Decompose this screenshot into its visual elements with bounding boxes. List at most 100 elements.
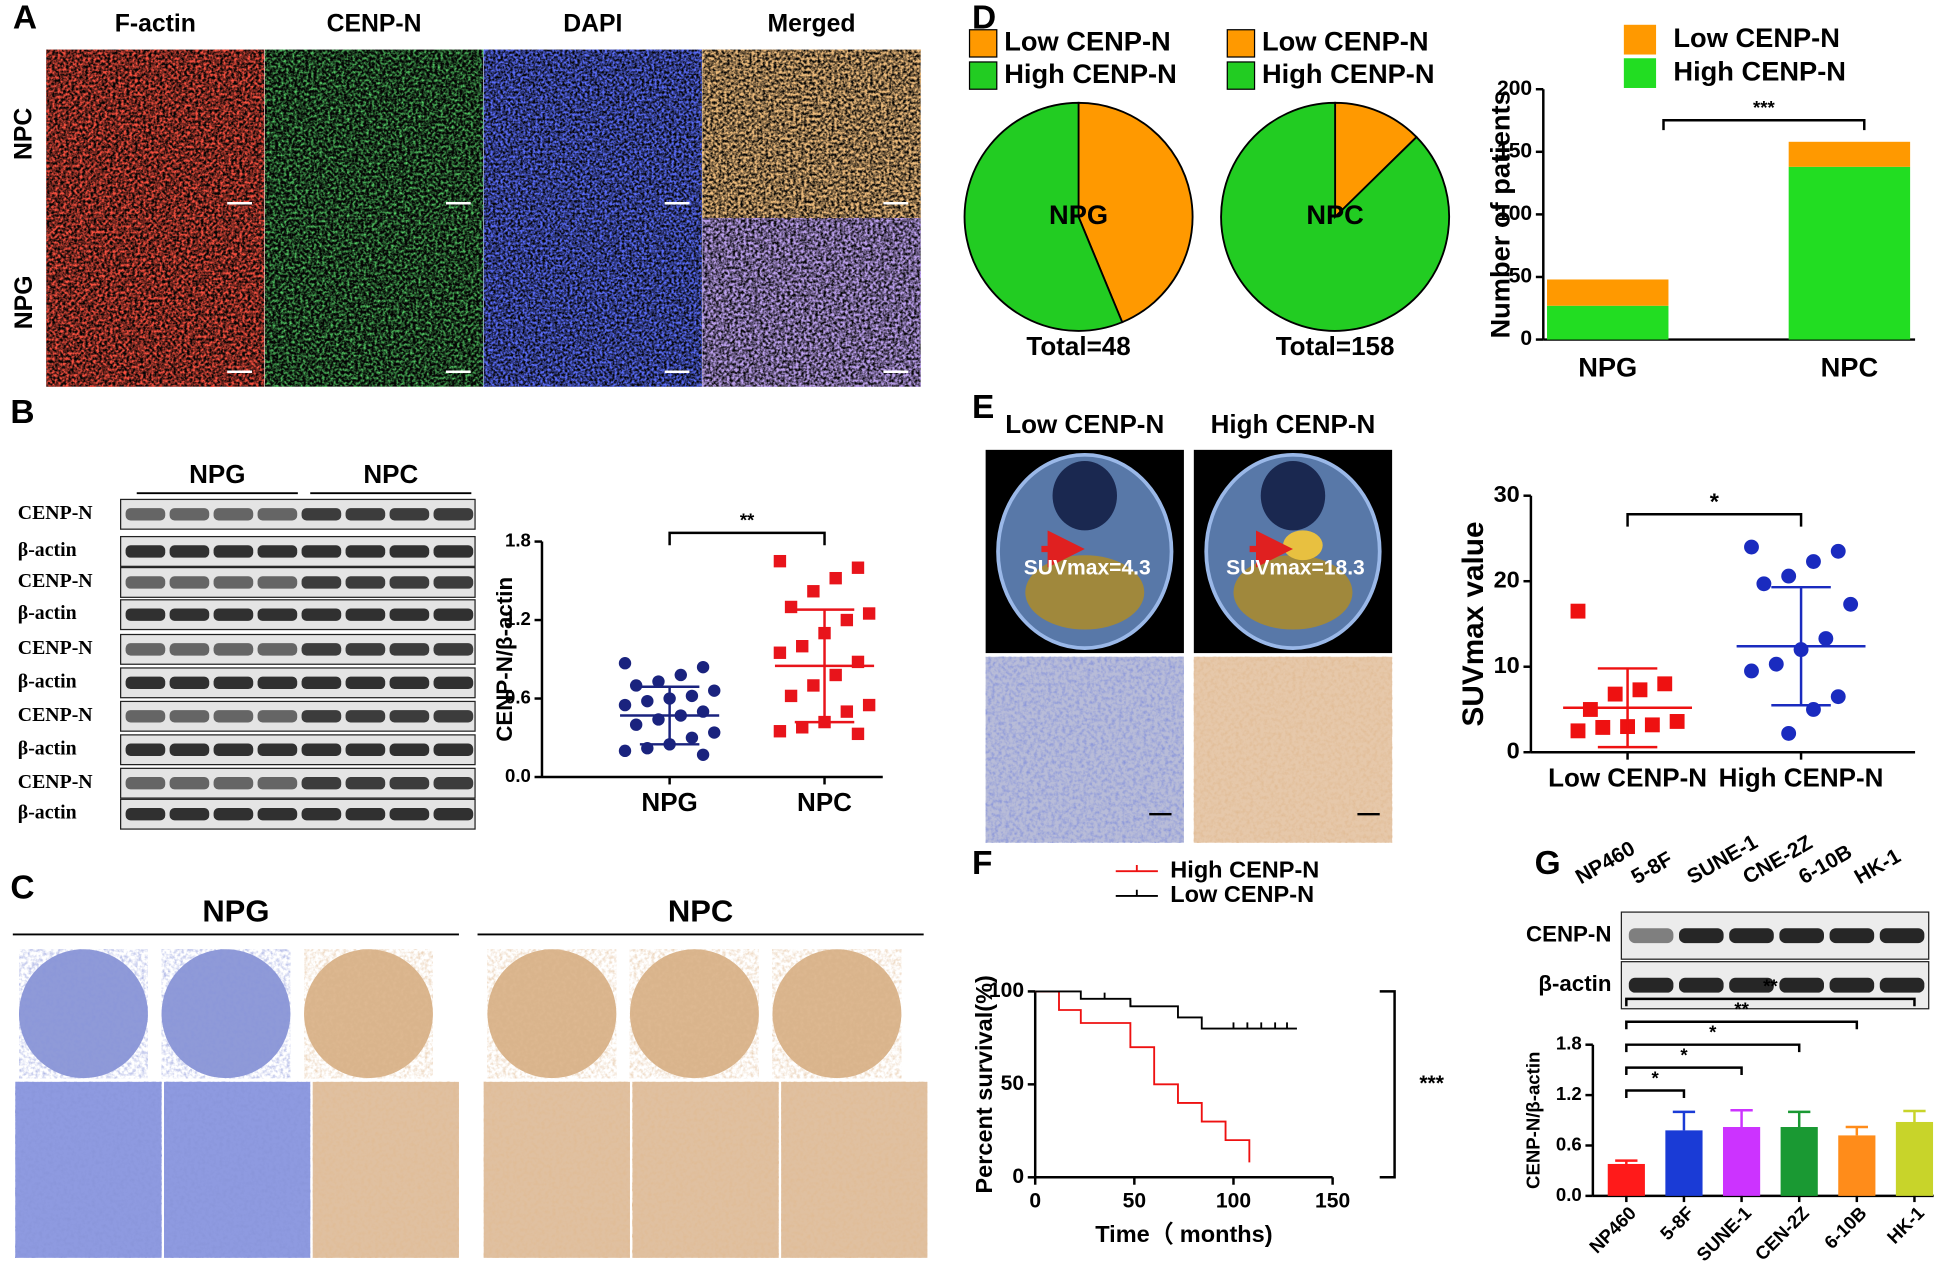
blot-band [125, 743, 166, 756]
y-tick-label: 0 [1012, 1165, 1024, 1188]
y-tick-label: 1.8 [505, 529, 531, 550]
ihc-tile-texture [781, 1081, 928, 1258]
blot-band [125, 807, 166, 821]
y-tick-label: 100 [1497, 202, 1532, 225]
blot-band [213, 643, 254, 656]
pie-label: NPG [1049, 199, 1108, 230]
row-label: β-actin [18, 802, 77, 824]
column-label: DAPI [563, 10, 622, 37]
y-tick-label: 1.2 [505, 608, 531, 629]
blot-band [345, 743, 386, 756]
row-label: β-actin [18, 602, 77, 624]
data-point [829, 571, 842, 585]
data-point [1657, 676, 1673, 692]
blot-band [213, 807, 254, 821]
blot-band [213, 676, 254, 690]
data-point [696, 748, 710, 761]
legend-swatch [968, 61, 998, 90]
ihc-texture [1193, 656, 1393, 843]
blot-band [433, 508, 474, 521]
legend-label: High CENP-N [1004, 58, 1177, 89]
blot-band [125, 545, 166, 558]
error-bar [1903, 1109, 1926, 1122]
significance-label: ** [740, 510, 755, 531]
data-point [1744, 663, 1759, 679]
data-point [862, 607, 876, 620]
row-label: CENP-N [18, 502, 94, 524]
y-tick-label: 150 [1497, 139, 1532, 162]
blot-band [345, 807, 386, 821]
blot-band [213, 608, 254, 621]
data-point [1830, 543, 1846, 559]
y-tick-label: 100 [989, 979, 1024, 1002]
blot-band [433, 608, 474, 621]
sd-bar [639, 685, 700, 746]
significance-bracket [1625, 1066, 1743, 1076]
data-point [629, 718, 643, 731]
row-label: β-actin [18, 737, 77, 759]
data-point [840, 705, 854, 718]
pie-slice [1220, 101, 1451, 332]
row-label: CENP-N [18, 771, 94, 793]
group-label: NPG [202, 894, 269, 929]
ihc-tile-texture [164, 1081, 311, 1258]
significance-bracket [668, 531, 826, 546]
data-point [773, 725, 787, 738]
blot-band [169, 807, 210, 821]
panel-label: A [13, 0, 37, 37]
data-point [1781, 568, 1797, 584]
blot-band [169, 676, 210, 690]
pet-sinus [1052, 461, 1117, 531]
blot-band [213, 508, 254, 521]
pie-slice [1334, 101, 1418, 220]
y-tick-label: 0.6 [505, 686, 531, 707]
blot-band [1729, 977, 1774, 993]
data-point [1843, 596, 1859, 612]
group-label: NPC [363, 459, 418, 489]
bar [1780, 1127, 1818, 1196]
ihc-tile-texture [15, 1081, 162, 1258]
blot-band [389, 777, 430, 790]
legend-label: Low CENP-N [1673, 22, 1840, 53]
significance-label: *** [1419, 1072, 1444, 1095]
blot-band [301, 545, 342, 558]
blot-band [301, 807, 342, 821]
blot-band [433, 710, 474, 723]
blot-band [213, 576, 254, 589]
blot-band [257, 576, 298, 589]
row-label: CENP-N [18, 637, 94, 659]
x-tick-label: NPC [797, 787, 852, 817]
tissue-core-texture [19, 949, 148, 1079]
tissue-core-texture [629, 949, 759, 1079]
significance-bracket [1625, 1020, 1859, 1030]
y-axis-label: Number of patients [1485, 90, 1516, 338]
legend-label: Low CENP-N [1262, 26, 1429, 57]
data-point [851, 727, 865, 741]
tissue-core-texture [772, 949, 902, 1079]
blot-band [389, 608, 430, 621]
blot-band [433, 576, 474, 589]
blot-band [433, 545, 474, 558]
y-tick-label: 50 [1509, 265, 1532, 288]
y-tick-label: 30 [1494, 481, 1520, 507]
blot-band [1628, 928, 1674, 944]
x-tick-label: NPC [1821, 352, 1879, 383]
error-bar [1672, 1110, 1696, 1131]
y-tick-label: 0.0 [1556, 1184, 1582, 1205]
data-point [629, 679, 643, 692]
blot-band [301, 608, 342, 621]
bar [1665, 1130, 1703, 1196]
blot-band [1829, 977, 1875, 993]
blot-band [1678, 977, 1724, 993]
row-label: β-actin [18, 670, 77, 692]
significance-label: *** [1753, 97, 1775, 118]
x-tick-label: NPG [641, 787, 697, 817]
blot-band [1879, 928, 1925, 944]
blot-band [169, 743, 210, 756]
data-point [1768, 656, 1784, 672]
tissue-core-texture [487, 949, 617, 1079]
y-tick-label: 1.2 [1556, 1083, 1582, 1104]
micrograph-signal [46, 49, 265, 219]
panel-label: B [10, 394, 34, 431]
